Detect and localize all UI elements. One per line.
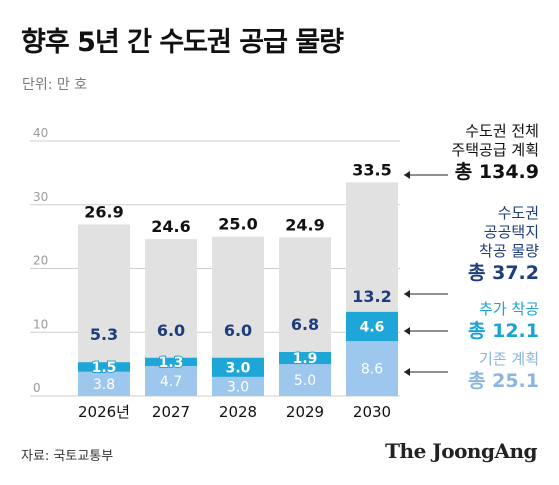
legend-public-label-2: 공공택지	[483, 223, 539, 241]
legend-total-label-2: 주택공급 계획	[451, 141, 539, 159]
label-plan-2: 3.0	[227, 379, 249, 395]
label-total-1: 24.6	[151, 217, 190, 236]
label-public-4: 13.2	[352, 287, 391, 306]
bar-plan-1	[145, 366, 197, 396]
y-tick-label-1: 10	[33, 317, 48, 331]
label-plan-0: 3.8	[93, 377, 115, 393]
bar-extra-1	[145, 357, 197, 367]
y-tick-label-2: 20	[33, 254, 48, 268]
y-tick-label-4: 40	[33, 126, 48, 140]
label-total-4: 33.5	[352, 160, 391, 179]
chart-title: 향후 5년 간 수도권 공급 물량	[21, 27, 344, 58]
label-extra-1: 1.3	[159, 355, 184, 371]
legend-extra: 추가 착공 총 12.1	[468, 300, 539, 343]
label-plan-1: 4.7	[160, 374, 182, 390]
legend-public-value: 총 37.2	[468, 262, 539, 284]
legend-public: 수도권 공공택지 착공 물량 총 37.2	[468, 204, 539, 285]
bar-plan-3	[279, 364, 331, 396]
label-public-3: 6.8	[291, 315, 319, 334]
label-public-1: 6.0	[157, 321, 185, 340]
source-label: 자료: 국토교통부	[21, 449, 114, 464]
legend-total: 수도권 전체 주택공급 계획 총 134.9	[451, 122, 539, 184]
x-tick-label-4: 2030	[353, 403, 391, 421]
bar-extra-3	[279, 352, 331, 365]
brand-logo: The JoongAng	[385, 439, 537, 463]
legend-extra-value: 총 12.1	[468, 320, 539, 342]
y-tick-label-3: 30	[33, 190, 48, 204]
y-tick-label-0: 0	[33, 381, 41, 395]
x-tick-label-0: 2026년	[78, 403, 130, 421]
arrow-total-head	[404, 171, 410, 179]
legend-plan-label: 기존 계획	[479, 350, 539, 368]
label-extra-2: 3.0	[226, 360, 251, 376]
arrow-extra-head	[404, 327, 410, 335]
bar-plan-4	[346, 341, 398, 396]
legend-total-label-1: 수도권 전체	[465, 122, 539, 140]
legend-public-label-1: 수도권	[497, 204, 539, 222]
label-total-0: 26.9	[84, 203, 123, 222]
label-extra-3: 1.9	[293, 351, 318, 367]
legend-plan: 기존 계획 총 25.1	[468, 350, 539, 393]
bar-extra-4	[346, 311, 398, 342]
bar-extra-0	[78, 362, 130, 372]
unit-label: 단위: 만 호	[22, 77, 88, 93]
legend-plan-value: 총 25.1	[468, 370, 539, 392]
label-extra-4: 4.6	[360, 320, 385, 336]
bar-extra-2	[212, 357, 264, 377]
label-total-3: 24.9	[285, 215, 324, 234]
bar-plan-2	[212, 376, 264, 396]
arrow-plan-head	[404, 368, 410, 376]
legend-public-label-3: 착공 물량	[479, 242, 539, 260]
arrow-public-head	[404, 290, 410, 298]
legend-total-value: 총 134.9	[454, 161, 539, 183]
label-total-2: 25.0	[218, 215, 257, 234]
legend-extra-label: 추가 착공	[479, 300, 539, 318]
x-tick-label-2: 2028	[219, 403, 257, 421]
label-public-2: 6.0	[224, 321, 252, 340]
x-tick-label-1: 2027	[152, 403, 190, 421]
label-plan-3: 5.0	[294, 373, 316, 389]
label-extra-0: 1.5	[92, 360, 117, 376]
x-tick-label-3: 2029	[286, 403, 324, 421]
label-plan-4: 8.6	[361, 362, 383, 378]
bar-plan-0	[78, 371, 130, 396]
label-public-0: 5.3	[90, 325, 118, 344]
